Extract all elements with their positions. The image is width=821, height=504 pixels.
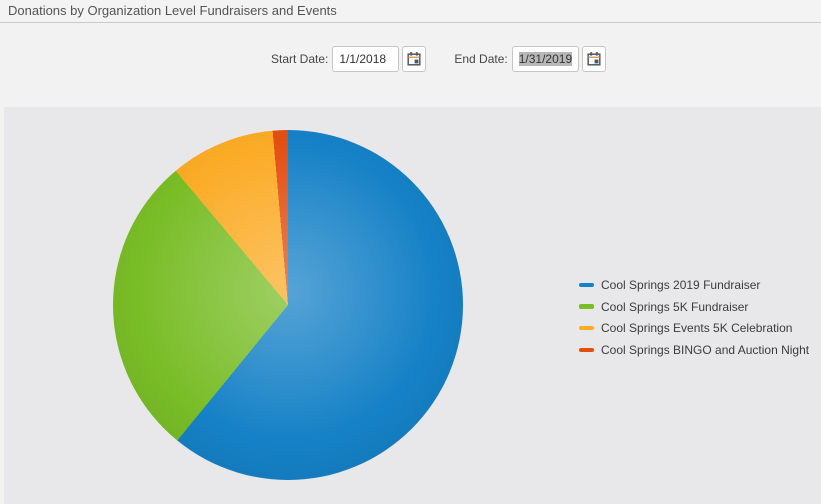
legend-item[interactable]: Cool Springs BINGO and Auction Night bbox=[579, 339, 809, 361]
legend-label: Cool Springs BINGO and Auction Night bbox=[601, 342, 810, 357]
legend-item[interactable]: Cool Springs Events 5K Celebration bbox=[579, 317, 809, 339]
report-title-bar: Donations by Organization Level Fundrais… bbox=[0, 0, 821, 23]
legend-label: Cool Springs Events 5K Celebration bbox=[601, 321, 793, 336]
start-date-calendar-button[interactable] bbox=[402, 46, 427, 72]
start-date-input[interactable]: 1/1/2018 bbox=[332, 46, 400, 72]
start-date-label: Start Date: bbox=[271, 52, 329, 66]
calendar-icon bbox=[406, 51, 422, 67]
legend-marker-icon bbox=[579, 304, 594, 309]
legend-item[interactable]: Cool Springs 2019 Fundraiser bbox=[579, 274, 809, 296]
page-title: Donations by Organization Level Fundrais… bbox=[8, 3, 337, 18]
end-date-calendar-button[interactable] bbox=[581, 46, 606, 72]
pie-chart[interactable] bbox=[113, 130, 463, 480]
chart-panel: Cool Springs 2019 Fundraiser Cool Spring… bbox=[4, 107, 821, 504]
end-date-input[interactable]: 1/31/2019 bbox=[511, 46, 579, 72]
end-date-value: 1/31/2019 bbox=[518, 52, 573, 66]
chart-legend: Cool Springs 2019 Fundraiser Cool Spring… bbox=[579, 274, 809, 361]
legend-item[interactable]: Cool Springs 5K Fundraiser bbox=[579, 296, 809, 318]
legend-label: Cool Springs 5K Fundraiser bbox=[601, 299, 749, 314]
end-date-label: End Date: bbox=[454, 52, 508, 66]
legend-marker-icon bbox=[579, 282, 594, 288]
calendar-icon bbox=[586, 51, 602, 67]
legend-label: Cool Springs 2019 Fundraiser bbox=[601, 277, 761, 292]
legend-marker-icon bbox=[579, 347, 594, 353]
legend-marker-icon bbox=[579, 325, 594, 331]
date-filter-row: Start Date: 1/1/2018 End Date: 1/31/2019 bbox=[271, 46, 606, 72]
start-date-value: 1/1/2018 bbox=[339, 52, 387, 66]
